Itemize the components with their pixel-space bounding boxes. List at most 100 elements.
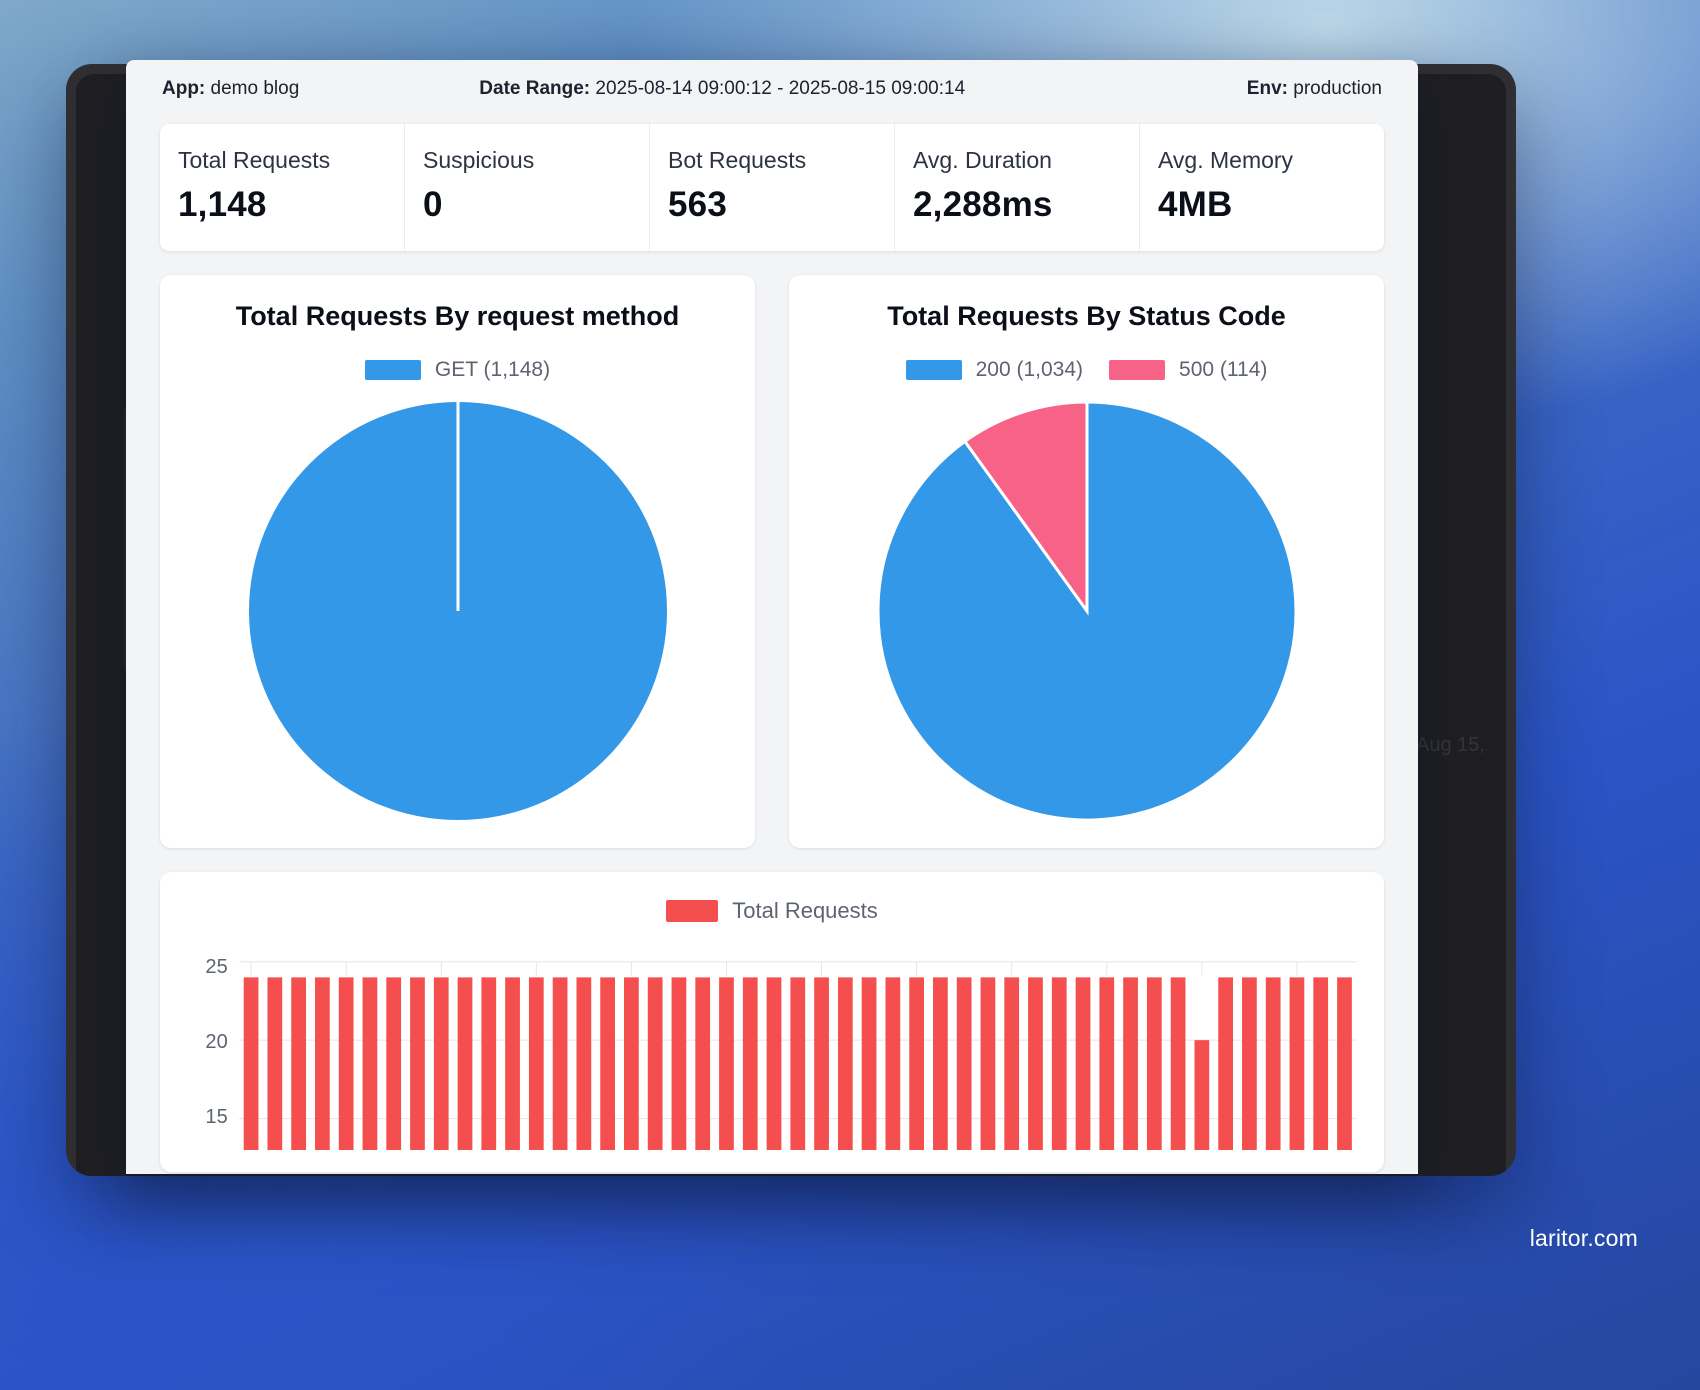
stat-label: Total Requests — [178, 147, 331, 173]
bar[interactable] — [291, 977, 306, 1150]
watermark: laritor.com — [1529, 1225, 1638, 1251]
chart-card-request-method: Total Requests By request method GET (1,… — [160, 274, 755, 848]
bar[interactable] — [980, 977, 996, 1150]
legend-swatch-icon — [364, 359, 421, 380]
chart-card-status-code: Total Requests By Status Code 200 (1,034… — [789, 274, 1384, 848]
bar[interactable] — [267, 977, 283, 1150]
bar[interactable] — [1146, 977, 1162, 1150]
bar[interactable] — [719, 977, 734, 1150]
report-meta-header: App: demo blog Date Range: 2025-08-14 09… — [126, 60, 1418, 118]
stat-card-avg-memory: Avg. Memory 4MB — [1140, 124, 1384, 251]
bar[interactable] — [362, 977, 378, 1150]
bar[interactable] — [600, 977, 615, 1150]
bar[interactable] — [1194, 1039, 1210, 1150]
pie-slice-500[interactable] — [962, 400, 1088, 616]
bar-chart-plot: 25 20 15 — [180, 938, 1364, 1150]
bar[interactable] — [505, 977, 520, 1150]
bar[interactable] — [528, 977, 544, 1150]
bar[interactable] — [766, 977, 782, 1150]
stat-card-suspicious: Suspicious 0 — [405, 124, 650, 251]
bar-series — [243, 977, 1352, 1150]
bar[interactable] — [1170, 977, 1186, 1150]
bar[interactable] — [624, 977, 639, 1150]
bar[interactable] — [695, 977, 711, 1150]
stat-value: 0 — [423, 184, 443, 224]
bar[interactable] — [433, 977, 449, 1150]
bar[interactable] — [386, 977, 402, 1150]
bar[interactable] — [338, 977, 354, 1150]
bar[interactable] — [1051, 977, 1067, 1150]
stat-label: Suspicious — [423, 147, 535, 173]
pie-charts-row: Total Requests By request method GET (1,… — [160, 274, 1384, 848]
legend-swatch-icon — [905, 359, 962, 380]
stat-card-bot-requests: Bot Requests 563 — [650, 124, 895, 251]
stat-label: Avg. Memory — [1158, 147, 1294, 173]
bar[interactable] — [790, 977, 806, 1150]
bar[interactable] — [410, 977, 425, 1150]
bar[interactable] — [576, 977, 592, 1150]
pie-chart-status-code — [809, 396, 1364, 826]
pie-svg — [876, 400, 1297, 821]
bar[interactable] — [552, 977, 568, 1150]
bar[interactable] — [1242, 977, 1257, 1150]
bar[interactable] — [909, 977, 924, 1150]
bar[interactable] — [1337, 977, 1352, 1150]
bar[interactable] — [1099, 977, 1115, 1150]
bar[interactable] — [742, 977, 758, 1150]
bar-svg — [239, 960, 1357, 1150]
bar[interactable] — [457, 977, 473, 1150]
bar[interactable] — [814, 977, 829, 1150]
bar[interactable] — [671, 977, 687, 1150]
bar[interactable] — [885, 977, 901, 1150]
bar[interactable] — [243, 977, 259, 1150]
bar[interactable] — [933, 977, 948, 1150]
meta-date-label: Date Range: — [479, 78, 591, 99]
legend-swatch-icon — [1109, 359, 1166, 380]
stat-value: 2,288ms — [913, 184, 1053, 224]
chart-legend: Total Requests — [180, 898, 1364, 924]
bar[interactable] — [1289, 977, 1305, 1150]
chart-title: Total Requests By Status Code — [887, 300, 1286, 331]
bar[interactable] — [1265, 977, 1281, 1150]
meta-app-label: App: — [162, 78, 206, 99]
ghost-date: Aug 15, — [1416, 734, 1485, 756]
legend-label: 200 (1,034) — [975, 357, 1084, 381]
legend-item[interactable]: 200 (1,034) — [905, 357, 1084, 382]
legend-item[interactable]: Total Requests — [666, 898, 878, 924]
legend-item[interactable]: GET (1,148) — [364, 358, 550, 382]
pie-slices — [876, 400, 1297, 821]
legend-label: Total Requests — [732, 897, 878, 923]
bar[interactable] — [1123, 977, 1138, 1150]
legend-item[interactable]: 500 (114) — [1109, 358, 1267, 382]
bar[interactable] — [315, 977, 330, 1150]
pie-chart-request-method — [180, 396, 735, 826]
bar[interactable] — [481, 977, 497, 1150]
meta-date-range: Date Range: 2025-08-14 09:00:12 - 2025-0… — [479, 78, 965, 100]
meta-env-label: Env: — [1246, 78, 1288, 99]
stat-card-avg-duration: Avg. Duration 2,288ms — [895, 124, 1140, 251]
meta-env-value: production — [1293, 78, 1382, 99]
chart-title: Total Requests By request method — [235, 300, 680, 331]
bar[interactable] — [956, 977, 972, 1150]
bar[interactable] — [647, 977, 663, 1150]
y-axis-tick-label: 20 — [205, 1031, 227, 1053]
stat-value: 4MB — [1158, 184, 1233, 224]
chart-card-requests-over-time: Total Requests 25 20 15 — [160, 871, 1384, 1172]
pie-svg — [248, 401, 667, 820]
bar[interactable] — [1218, 977, 1233, 1150]
chart-legend: GET (1,148) — [180, 358, 735, 382]
bar[interactable] — [1028, 977, 1043, 1150]
stats-row: Total Requests 1,148 Suspicious 0 Bot Re… — [160, 124, 1384, 251]
bar[interactable] — [837, 977, 853, 1150]
bar[interactable] — [861, 977, 877, 1150]
bar[interactable] — [1313, 977, 1329, 1150]
stat-value: 563 — [668, 184, 727, 224]
stat-label: Bot Requests — [668, 147, 807, 173]
meta-env: Env: production — [1247, 78, 1382, 100]
meta-app-value: demo blog — [210, 78, 300, 99]
stat-card-total-requests: Total Requests 1,148 — [160, 124, 405, 251]
legend-swatch-icon — [666, 899, 719, 922]
legend-label: 500 (114) — [1179, 357, 1268, 381]
bar[interactable] — [1004, 977, 1020, 1150]
bar[interactable] — [1075, 977, 1091, 1150]
